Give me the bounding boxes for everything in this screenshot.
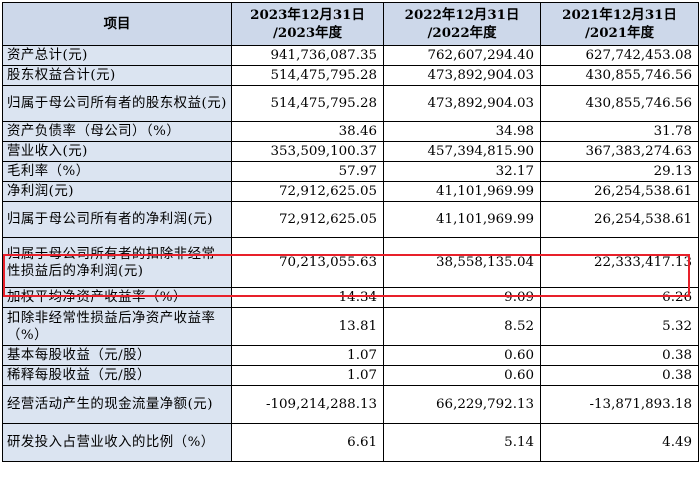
row-value: 22,333,417.13 bbox=[540, 237, 699, 288]
row-value: 72,912,625.05 bbox=[231, 181, 384, 202]
table-row: 研发投入占营业收入的比例（%） 6.61 5.14 4.49 bbox=[2, 423, 699, 462]
table-row: 归属于母公司所有者的扣除非经常性损益后的净利润(元) 70,213,055.63 3… bbox=[2, 237, 699, 288]
row-value: 430,855,746.56 bbox=[540, 85, 699, 122]
row-value: 0.60 bbox=[383, 345, 541, 366]
row-label: 资产负债率（母公司）（%） bbox=[2, 121, 232, 142]
row-label: 基本每股收益（元/股） bbox=[2, 345, 232, 366]
row-value: 32.17 bbox=[383, 161, 541, 182]
header-item: 项目 bbox=[2, 2, 232, 46]
row-value: 8.52 bbox=[383, 307, 541, 346]
row-label: 加权平均净资产收益率（%） bbox=[2, 287, 232, 308]
row-value: 627,742,453.08 bbox=[540, 45, 699, 66]
table-row: 加权平均净资产收益率（%） 14.34 9.09 6.26 bbox=[2, 287, 699, 308]
row-value: 72,912,625.05 bbox=[231, 201, 384, 238]
row-label: 股东权益合计(元) bbox=[2, 65, 232, 86]
table-row: 资产总计(元) 941,736,087.35 762,607,294.40 627,7… bbox=[2, 45, 699, 66]
row-label: 净利润(元) bbox=[2, 181, 232, 202]
row-label: 经营活动产生的现金流量净额(元) bbox=[2, 385, 232, 424]
row-value: 0.60 bbox=[383, 365, 541, 386]
row-value: 13.81 bbox=[231, 307, 384, 346]
row-value: 430,855,746.56 bbox=[540, 65, 699, 86]
table-row: 归属于母公司所有者的股东权益(元) 514,475,795.28 473,892,9… bbox=[2, 85, 699, 122]
table-row: 毛利率（%） 57.97 32.17 29.13 bbox=[2, 161, 699, 182]
row-value: 0.38 bbox=[540, 365, 699, 386]
table-row: 资产负债率（母公司）（%） 38.46 34.98 31.78 bbox=[2, 121, 699, 142]
header-year-2023: 2023年12月31日 /2023年度 bbox=[231, 2, 384, 46]
row-value: 4.49 bbox=[540, 423, 699, 462]
row-value: 38,558,135.04 bbox=[383, 237, 541, 288]
header-year-2021-text: 2021年12月31日 /2021年度 bbox=[562, 7, 677, 41]
row-value: 0.38 bbox=[540, 345, 699, 366]
row-value: 762,607,294.40 bbox=[383, 45, 541, 66]
row-value: 70,213,055.63 bbox=[231, 237, 384, 288]
row-value: 41,101,969.99 bbox=[383, 201, 541, 238]
row-value: 353,509,100.37 bbox=[231, 141, 384, 162]
table-row: 营业收入(元) 353,509,100.37 457,394,815.90 367,3… bbox=[2, 141, 699, 162]
row-value: -109,214,288.13 bbox=[231, 385, 384, 424]
row-label: 毛利率（%） bbox=[2, 161, 232, 182]
row-value: 5.32 bbox=[540, 307, 699, 346]
row-label: 稀释每股收益（元/股） bbox=[2, 365, 232, 386]
row-value: 41,101,969.99 bbox=[383, 181, 541, 202]
row-value: 941,736,087.35 bbox=[231, 45, 384, 66]
financial-table-container: 项目 2023年12月31日 /2023年度 2022年12月31日 /2022… bbox=[2, 2, 699, 462]
row-value: 5.14 bbox=[383, 423, 541, 462]
row-label: 归属于母公司所有者的扣除非经常性损益后的净利润(元) bbox=[2, 237, 232, 288]
row-value: 367,383,274.63 bbox=[540, 141, 699, 162]
table-row: 扣除非经常性损益后净资产收益率（%） 13.81 8.52 5.32 bbox=[2, 307, 699, 346]
row-value: 34.98 bbox=[383, 121, 541, 142]
row-value: -13,871,893.18 bbox=[540, 385, 699, 424]
row-value: 473,892,904.03 bbox=[383, 65, 541, 86]
row-value: 26,254,538.61 bbox=[540, 201, 699, 238]
table-row: 基本每股收益（元/股） 1.07 0.60 0.38 bbox=[2, 345, 699, 366]
row-label: 归属于母公司所有者的净利润(元) bbox=[2, 201, 232, 238]
row-label: 营业收入(元) bbox=[2, 141, 232, 162]
row-label: 资产总计(元) bbox=[2, 45, 232, 66]
row-value: 9.09 bbox=[383, 287, 541, 308]
header-year-2022: 2022年12月31日 /2022年度 bbox=[383, 2, 541, 46]
row-value: 29.13 bbox=[540, 161, 699, 182]
row-value: 66,229,792.13 bbox=[383, 385, 541, 424]
header-row: 项目 2023年12月31日 /2023年度 2022年12月31日 /2022… bbox=[2, 2, 699, 46]
row-value: 6.61 bbox=[231, 423, 384, 462]
row-label: 研发投入占营业收入的比例（%） bbox=[2, 423, 232, 462]
table-row: 经营活动产生的现金流量净额(元) -109,214,288.13 66,229,79… bbox=[2, 385, 699, 424]
row-value: 31.78 bbox=[540, 121, 699, 142]
row-value: 6.26 bbox=[540, 287, 699, 308]
row-value: 38.46 bbox=[231, 121, 384, 142]
financial-data-table: 项目 2023年12月31日 /2023年度 2022年12月31日 /2022… bbox=[2, 2, 699, 462]
header-year-2022-text: 2022年12月31日 /2022年度 bbox=[404, 7, 520, 41]
row-label: 扣除非经常性损益后净资产收益率（%） bbox=[2, 307, 232, 346]
header-year-2023-text: 2023年12月31日 /2023年度 bbox=[250, 7, 365, 41]
table-row: 稀释每股收益（元/股） 1.07 0.60 0.38 bbox=[2, 365, 699, 386]
row-value: 457,394,815.90 bbox=[383, 141, 541, 162]
row-value: 26,254,538.61 bbox=[540, 181, 699, 202]
table-row: 归属于母公司所有者的净利润(元) 72,912,625.05 41,101,969.… bbox=[2, 201, 699, 238]
table-row: 股东权益合计(元) 514,475,795.28 473,892,904.03 430… bbox=[2, 65, 699, 86]
row-value: 514,475,795.28 bbox=[231, 85, 384, 122]
table-row: 净利润(元) 72,912,625.05 41,101,969.99 26,254,5… bbox=[2, 181, 699, 202]
row-value: 1.07 bbox=[231, 365, 384, 386]
row-value: 57.97 bbox=[231, 161, 384, 182]
row-value: 1.07 bbox=[231, 345, 384, 366]
row-value: 14.34 bbox=[231, 287, 384, 308]
row-value: 514,475,795.28 bbox=[231, 65, 384, 86]
row-label: 归属于母公司所有者的股东权益(元) bbox=[2, 85, 232, 122]
row-value: 473,892,904.03 bbox=[383, 85, 541, 122]
header-year-2021: 2021年12月31日 /2021年度 bbox=[540, 2, 699, 46]
